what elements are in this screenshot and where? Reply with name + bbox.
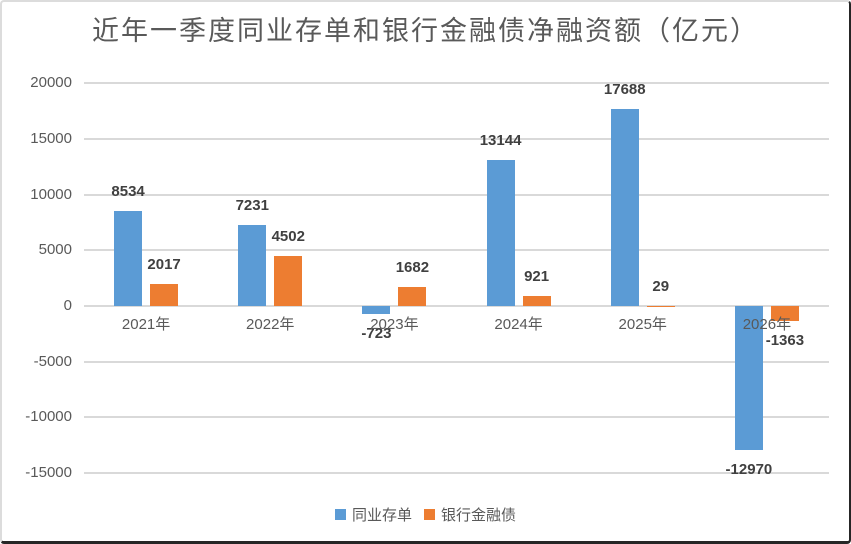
x-tick-label-4: 2025年 [618, 316, 667, 333]
data-label-series1-cat3: 921 [524, 267, 550, 285]
data-label-series0-cat5: -12970 [725, 461, 773, 479]
x-tick-label-2: 2023年 [370, 316, 419, 333]
bar-series1-cat4 [646, 305, 675, 308]
y-tick-label-10000: 10000 [30, 185, 72, 203]
data-label-series0-cat0: 8534 [111, 182, 145, 200]
bar-series1-cat1 [274, 255, 303, 306]
bar-series0-cat3 [486, 159, 515, 306]
gridline-5000 [84, 249, 829, 252]
data-label-series1-cat0: 2017 [147, 255, 181, 273]
y-tick-label-0: 0 [63, 297, 72, 314]
x-tick-label-1: 2022年 [246, 316, 295, 333]
gridline-0 [84, 305, 829, 307]
bar-series1-cat3 [522, 295, 551, 306]
gridline--10000 [84, 416, 829, 419]
x-tick-label-0: 2021年 [121, 316, 171, 333]
y-tick-label--5000: -5000 [33, 352, 72, 370]
gridline-20000 [84, 82, 829, 85]
data-label-series0-cat3: 13144 [479, 131, 522, 149]
data-label-series1-cat2: 1682 [395, 259, 430, 277]
bar-series1-cat0 [150, 283, 179, 306]
legend-swatch-series1-icon [424, 509, 435, 520]
y-tick-label--10000: -10000 [25, 408, 72, 426]
gridline-15000 [84, 137, 829, 140]
chart-title: 近年一季度同业存单和银行金融债净融资额（亿元） [92, 16, 759, 46]
bar-series0-cat4 [610, 108, 639, 306]
y-tick-label-15000: 15000 [30, 129, 72, 147]
x-tick-label-3: 2024年 [494, 316, 543, 333]
bar-series1-cat2 [398, 287, 427, 306]
data-label-series1-cat4: 29 [652, 277, 670, 295]
gridline--15000 [84, 472, 829, 475]
gridline-10000 [84, 193, 829, 196]
legend-item-series1: 银行金融债 [424, 504, 516, 525]
data-label-series0-cat2: -723 [361, 325, 392, 343]
data-label-series1-cat5: -1363 [765, 332, 805, 350]
bar-series0-cat5 [734, 306, 763, 451]
gridline--5000 [84, 360, 829, 363]
bar-series0-cat2 [362, 306, 391, 315]
data-label-series0-cat4: 17688 [603, 80, 646, 98]
legend-label-series1: 银行金融债 [441, 507, 517, 524]
legend-swatch-series0-icon [334, 509, 346, 520]
data-label-series0-cat1: 7231 [235, 197, 269, 215]
y-tick-label-5000: 5000 [38, 241, 72, 259]
x-tick-label-5: 2026年 [742, 316, 792, 333]
legend-item-series0: 同业存单 [334, 504, 412, 525]
bar-series0-cat1 [238, 225, 267, 306]
legend: 同业存单 银行金融债 [2, 504, 849, 525]
data-label-series1-cat1: 4502 [271, 227, 305, 245]
bar-series1-cat5 [770, 306, 799, 322]
bar-series0-cat0 [114, 210, 143, 306]
legend-label-series0: 同业存单 [351, 507, 412, 524]
y-tick-label--15000: -15000 [25, 464, 72, 482]
y-tick-label-20000: 20000 [30, 74, 72, 92]
